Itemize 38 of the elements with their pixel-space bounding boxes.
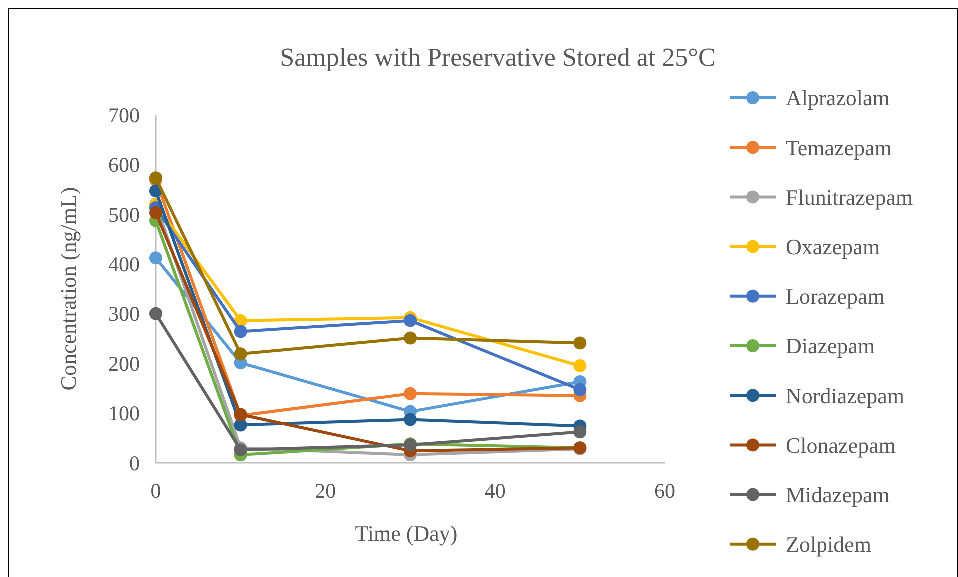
point [404, 314, 417, 328]
point [150, 206, 162, 220]
legend-label: Oxazepam [786, 234, 880, 260]
y-tick-label: 300 [108, 302, 140, 326]
point [234, 348, 248, 361]
y-tick-label: 700 [108, 103, 140, 128]
legend-label: Diazepam [786, 334, 876, 359]
legend-label: Temazepam [786, 135, 892, 160]
point [150, 307, 162, 320]
legend-label: Flunitrazepam [786, 184, 914, 210]
point [404, 413, 417, 426]
legend-label: Zolpidem [786, 532, 872, 558]
y-tick-label: 500 [108, 202, 140, 227]
chart-title: Samples with Preservative Stored at 25°C [280, 43, 716, 72]
legend-label: Midazepam [786, 482, 890, 508]
point [574, 360, 587, 373]
x-axis-title: Time (Day) [355, 521, 458, 546]
y-tick-label: 100 [108, 402, 140, 426]
point [574, 383, 587, 396]
y-tick-label: 400 [108, 252, 140, 276]
point [574, 426, 587, 439]
x-tick-label: 60 [654, 479, 676, 503]
x-tick-label: 0 [150, 479, 162, 503]
x-tick-label: 40 [484, 479, 506, 503]
y-tick-label: 200 [108, 352, 140, 376]
legend-label: Lorazepam [786, 284, 885, 310]
x-tick-label: 20 [315, 479, 336, 503]
y-tick-label: 0 [130, 451, 140, 476]
legend-label: Clonazepam [786, 432, 896, 458]
legend-label: Alprazolam [786, 86, 890, 111]
point [404, 332, 417, 345]
point [574, 336, 587, 350]
point [234, 325, 248, 338]
legend-label: Nordiazepam [786, 383, 904, 408]
y-axis-title: Concentration (ng/mL) [56, 187, 81, 391]
point [150, 252, 162, 265]
point [404, 387, 417, 400]
y-tick-label: 600 [108, 153, 140, 178]
